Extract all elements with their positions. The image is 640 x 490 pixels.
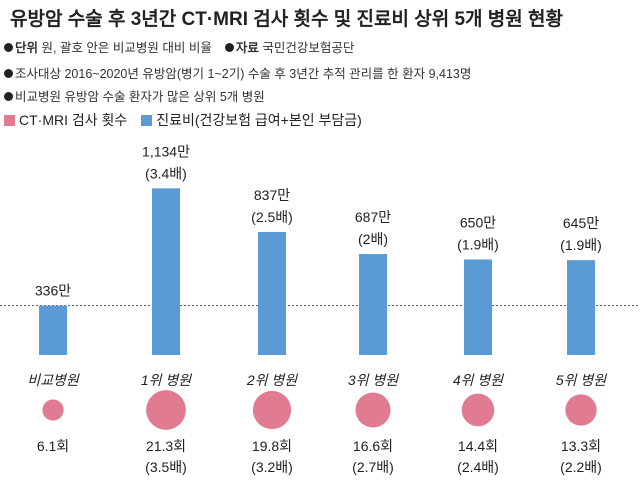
source-label: 자료 bbox=[235, 41, 259, 55]
bullet-icon bbox=[4, 43, 13, 52]
chart-legend: CT·MRI 검사 횟수 진료비(건강보험 급여+본인 부담금) bbox=[4, 110, 372, 130]
comparison-text: 비교병원 유방암 수술 환자가 많은 상위 5개 병원 bbox=[15, 90, 265, 104]
exam-value-label: 14.4회 bbox=[458, 438, 498, 454]
exam-ratio-label: (3.2배) bbox=[251, 459, 293, 475]
cost-bar bbox=[464, 259, 492, 355]
legend-label-cost: 진료비(건강보험 급여+본인 부담금) bbox=[156, 112, 362, 128]
unit-note: 단위 원, 괄호 안은 비교병원 대비 비율 자료 국민건강보험공단 bbox=[4, 37, 354, 56]
cost-value-label: 650만 bbox=[460, 214, 496, 230]
exam-bubble bbox=[146, 390, 186, 430]
exam-value-label: 13.3회 bbox=[561, 438, 601, 454]
page-title: 유방암 수술 후 3년간 CT·MRI 검사 횟수 및 진료비 상위 5개 병원… bbox=[10, 9, 564, 30]
category-label: 2위 병원 bbox=[246, 372, 298, 388]
exam-value-label: 21.3회 bbox=[146, 438, 186, 454]
cost-value-label: 687만 bbox=[355, 209, 391, 225]
comparison-note: 비교병원 유방암 수술 환자가 많은 상위 5개 병원 bbox=[4, 86, 265, 105]
bullet-icon bbox=[4, 69, 13, 78]
legend-label-exams: CT·MRI 검사 횟수 bbox=[19, 112, 128, 128]
source-text: 국민건강보험공단 bbox=[262, 41, 355, 55]
exam-bubble bbox=[565, 394, 597, 426]
exam-value-label: 19.8회 bbox=[252, 438, 292, 454]
category-label: 비교병원 bbox=[27, 372, 80, 388]
cost-value-label: 1,134만 bbox=[142, 143, 190, 159]
cost-ratio-label: (3.4배) bbox=[145, 165, 187, 181]
legend-swatch-pink bbox=[4, 115, 15, 126]
cost-value-label: 645만 bbox=[563, 215, 599, 231]
subjects-note: 조사대상 2016~2020년 유방암(병기 1~2기) 수술 후 3년간 추적… bbox=[4, 63, 471, 82]
exam-bubble bbox=[461, 393, 495, 427]
cost-bar bbox=[258, 231, 286, 355]
exam-bubble bbox=[252, 390, 292, 430]
bullet-icon bbox=[4, 92, 13, 101]
cost-ratio-label: (1.9배) bbox=[457, 236, 499, 252]
exam-ratio-label: (2.4배) bbox=[457, 459, 499, 475]
cost-ratio-label: (2배) bbox=[358, 231, 388, 247]
subjects-text: 조사대상 2016~2020년 유방암(병기 1~2기) 수술 후 3년간 추적… bbox=[15, 67, 472, 81]
cost-bar bbox=[567, 260, 595, 355]
exam-value-label: 16.6회 bbox=[353, 438, 393, 454]
unit-label: 단위 bbox=[15, 41, 39, 55]
cost-value-label: 336만 bbox=[35, 283, 71, 299]
cost-bar bbox=[39, 305, 67, 355]
exam-bubble bbox=[355, 392, 391, 428]
legend-swatch-blue bbox=[141, 115, 153, 126]
cost-ratio-label: (2.5배) bbox=[251, 209, 293, 225]
legend-item-cost: 진료비(건강보험 급여+본인 부담금) bbox=[141, 110, 362, 130]
legend-item-exams: CT·MRI 검사 횟수 bbox=[4, 110, 127, 130]
unit-text: 원, 괄호 안은 비교병원 대비 비율 bbox=[41, 41, 212, 55]
cost-bar bbox=[152, 188, 180, 355]
exam-value-label: 6.1회 bbox=[37, 438, 69, 454]
exam-ratio-label: (2.7배) bbox=[352, 459, 394, 475]
cost-ratio-label: (1.9배) bbox=[560, 237, 602, 253]
category-label: 1위 병원 bbox=[141, 372, 192, 388]
category-label: 4위 병원 bbox=[453, 372, 504, 388]
cost-bar bbox=[359, 254, 387, 355]
exam-ratio-label: (2.2배) bbox=[560, 459, 602, 475]
category-label: 3위 병원 bbox=[348, 372, 399, 388]
cost-value-label: 837만 bbox=[254, 187, 290, 203]
bullet-icon bbox=[224, 43, 234, 52]
category-label: 5위 병원 bbox=[556, 372, 607, 388]
exam-ratio-label: (3.5배) bbox=[145, 459, 187, 475]
exam-bubble bbox=[42, 399, 64, 421]
